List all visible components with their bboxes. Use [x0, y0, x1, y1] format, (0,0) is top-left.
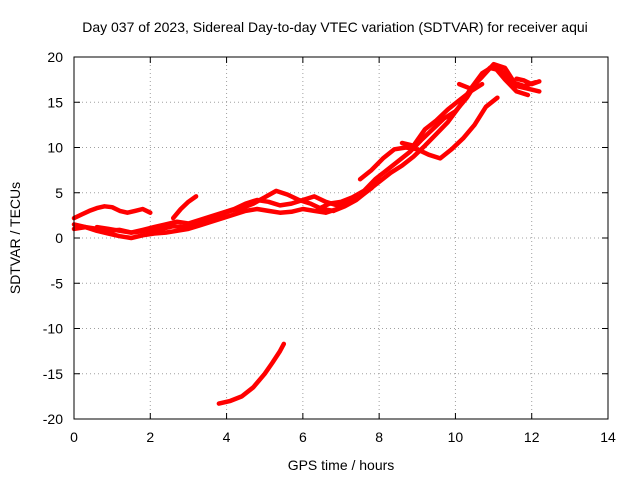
tick-marks: [73, 56, 609, 420]
series-line-track-7: [315, 65, 538, 212]
series-line-track-9: [357, 95, 500, 182]
series-line-track-3: [71, 204, 153, 221]
y-tick-label: 0: [55, 230, 63, 246]
series-line-track-6: [216, 341, 287, 406]
x-axis-tick-labels: 0 2 4 6 8 10 12 14: [70, 429, 616, 445]
grid-lines: [74, 57, 608, 419]
series-line-track-5: [170, 194, 199, 221]
y-tick-label: 5: [55, 185, 63, 201]
series-line-track-12: [514, 76, 542, 87]
x-tick-label: 14: [600, 429, 616, 445]
x-tick-label: 0: [70, 429, 78, 445]
x-tick-label: 10: [448, 429, 464, 445]
x-tick-label: 4: [223, 429, 231, 445]
y-tick-label: -10: [43, 321, 63, 337]
y-tick-label: -15: [43, 366, 63, 382]
y-tick-label: -20: [43, 411, 63, 427]
chart-title: Day 037 of 2023, Sidereal Day-to-day VTE…: [82, 19, 588, 35]
y-axis-tick-labels: -20 -15 -10 -5 0 5 10 15 20: [43, 49, 63, 427]
x-tick-label: 6: [299, 429, 307, 445]
y-axis-label: SDTVAR / TECUs: [7, 182, 23, 294]
series-line-track-8: [331, 63, 531, 214]
data-series: [71, 61, 542, 406]
series-line-track-2: [71, 206, 340, 241]
x-tick-label: 12: [524, 429, 540, 445]
series-line-track-10: [456, 61, 542, 94]
x-tick-label: 2: [146, 429, 154, 445]
series-line-track-11: [399, 81, 485, 148]
y-tick-label: -5: [51, 275, 64, 291]
y-tick-label: 10: [47, 140, 63, 156]
y-tick-label: 20: [47, 49, 63, 65]
x-axis-label: GPS time / hours: [288, 457, 395, 473]
x-tick-label: 8: [375, 429, 383, 445]
y-tick-label: 15: [47, 94, 63, 110]
series-line-track-4: [94, 176, 382, 235]
